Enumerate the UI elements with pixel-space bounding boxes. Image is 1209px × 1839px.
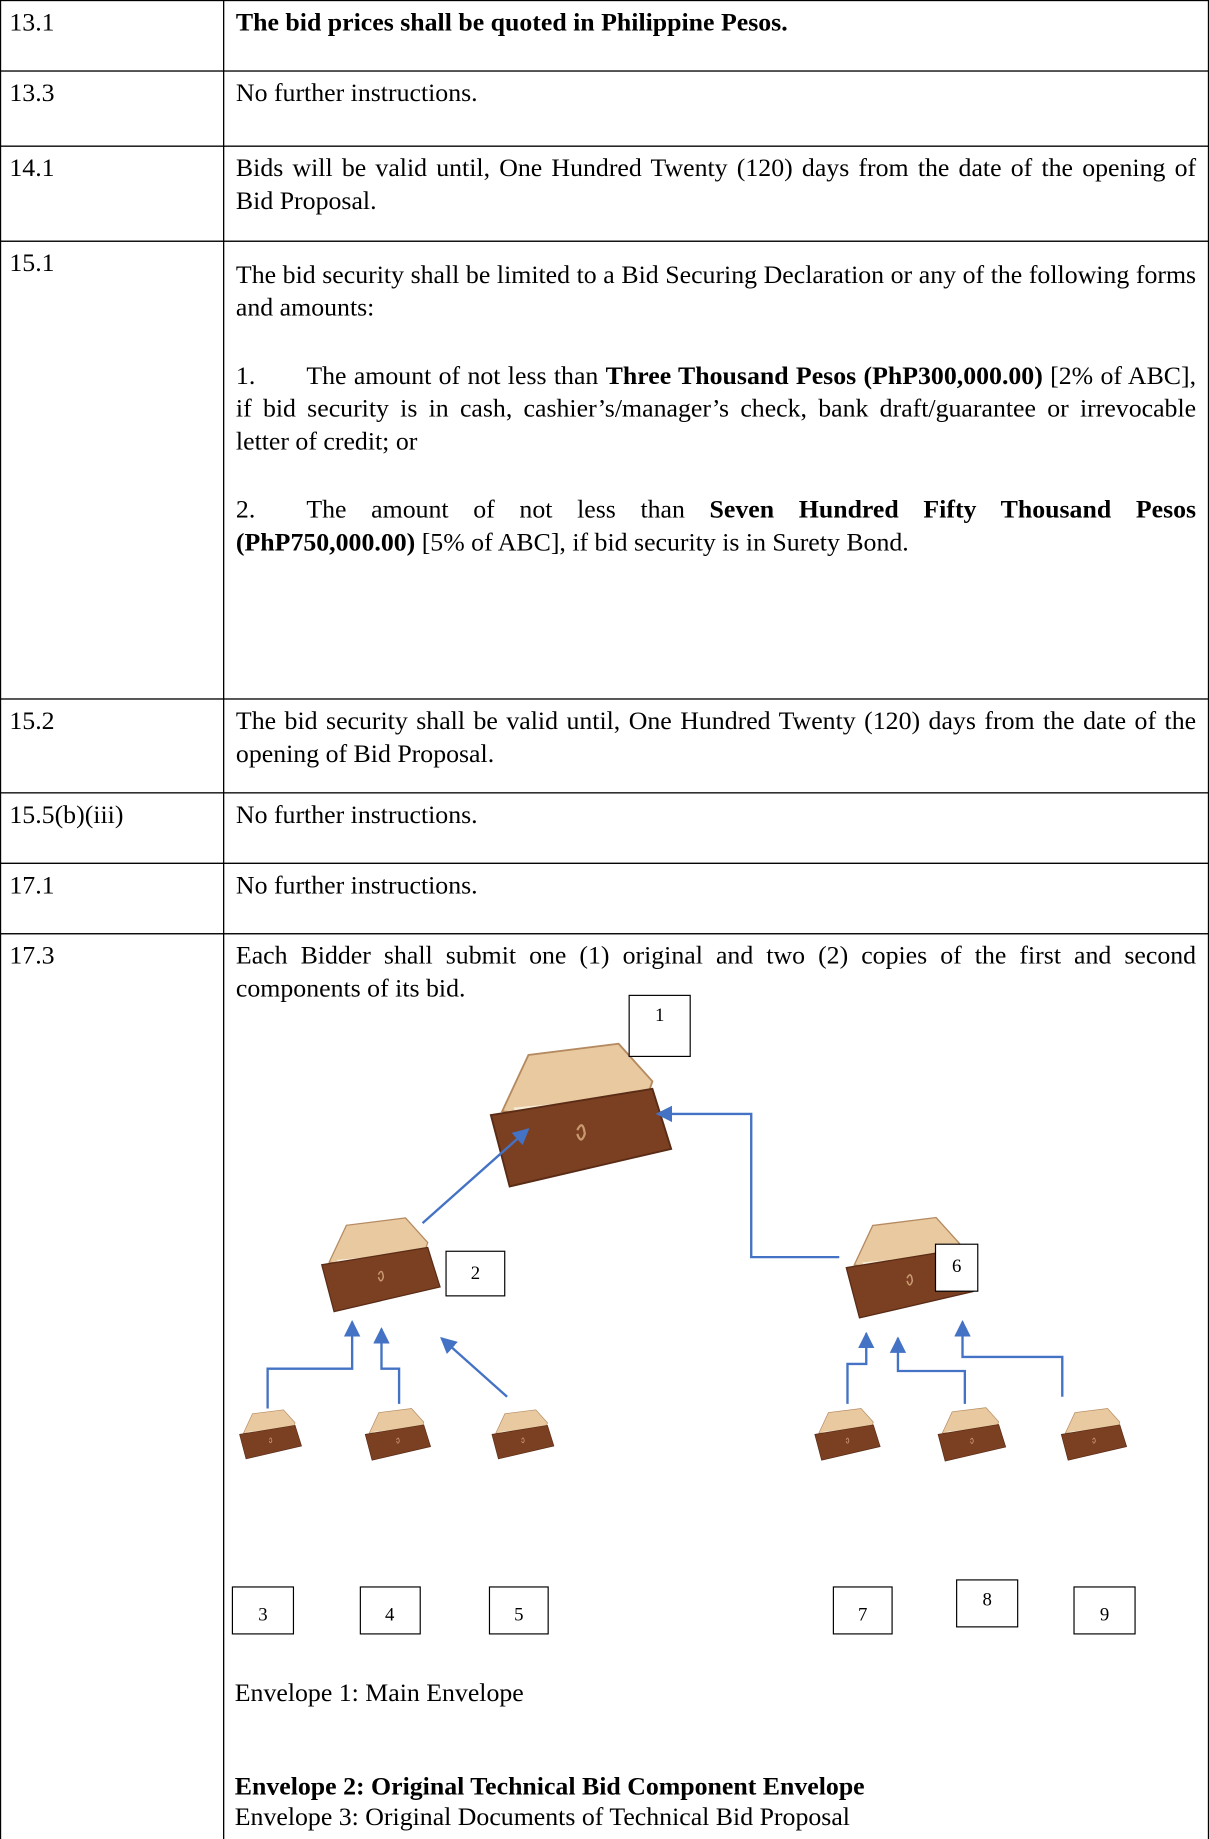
row-content: The bid security shall be valid until, O… <box>223 698 1209 794</box>
box-label: 2 <box>471 1263 480 1284</box>
envelope-icon <box>239 1409 303 1460</box>
text: No further instructions. <box>235 77 478 107</box>
envelope-icon <box>491 1409 555 1460</box>
box-label: 1 <box>655 1005 664 1026</box>
text: 2. The amount of not less than Seven Hund… <box>236 493 1196 559</box>
text: Three Thousand Pesos (PhP300,000.00) <box>605 360 1043 390</box>
box-label: 9 <box>1100 1605 1109 1626</box>
box-label: 8 <box>982 1589 991 1610</box>
caption: Envelope 2: Original Technical Bid Compo… <box>234 1771 865 1801</box>
item-number: 1. <box>235 360 256 390</box>
text: [5% of ABC], if bid security is in Suret… <box>421 527 909 557</box>
envelope-icon <box>814 1407 881 1461</box>
caption: Envelope 3: Original Documents of Techni… <box>234 1801 850 1832</box>
text: The amount of not less than <box>306 494 685 524</box>
text: The bid security shall be limited to a B… <box>235 259 1197 322</box>
arrows <box>266 1105 1064 1409</box>
row-content: The bid security shall be limited to a B… <box>223 240 1209 700</box>
text: The bid prices shall be quoted in Philip… <box>235 7 788 37</box>
text: Bids will be valid until, One Hundred Tw… <box>235 152 1197 215</box>
row-content: No further instructions. <box>223 792 1209 864</box>
text: No further instructions. <box>235 799 478 829</box>
text: [2% of ABC], if bid security is in cash,… <box>235 360 1197 456</box>
box-label: 6 <box>952 1256 961 1277</box>
box-label: 7 <box>858 1605 867 1626</box>
envelope-icon <box>320 1217 441 1313</box>
text: 1. The amount of not less than Three Thou… <box>236 359 1196 458</box>
text: The bid security shall be valid until, O… <box>235 705 1197 768</box>
text: Each Bidder shall submit one (1) origina… <box>235 940 1197 1003</box>
row-content: Each Bidder shall submit one (1) origina… <box>223 933 1209 1839</box>
envelope-icon <box>937 1407 1007 1462</box>
item-number: 2. <box>235 494 256 524</box>
envelope-icon <box>364 1407 432 1461</box>
text: No further instructions. <box>235 869 478 900</box>
caption: Envelope 1: Main Envelope <box>234 1677 524 1707</box>
box-label: 4 <box>385 1605 395 1626</box>
box-label: 5 <box>514 1605 523 1626</box>
envelope-icon <box>1060 1407 1128 1461</box>
box-label: 3 <box>258 1605 267 1626</box>
text: Seven Hundred Fifty Thousand Pesos (PhP7… <box>235 494 1197 557</box>
envelope-icon <box>489 1042 673 1188</box>
row-content: Bids will be valid until, One Hundred Tw… <box>223 145 1209 242</box>
text: The amount of not less than <box>306 360 599 390</box>
